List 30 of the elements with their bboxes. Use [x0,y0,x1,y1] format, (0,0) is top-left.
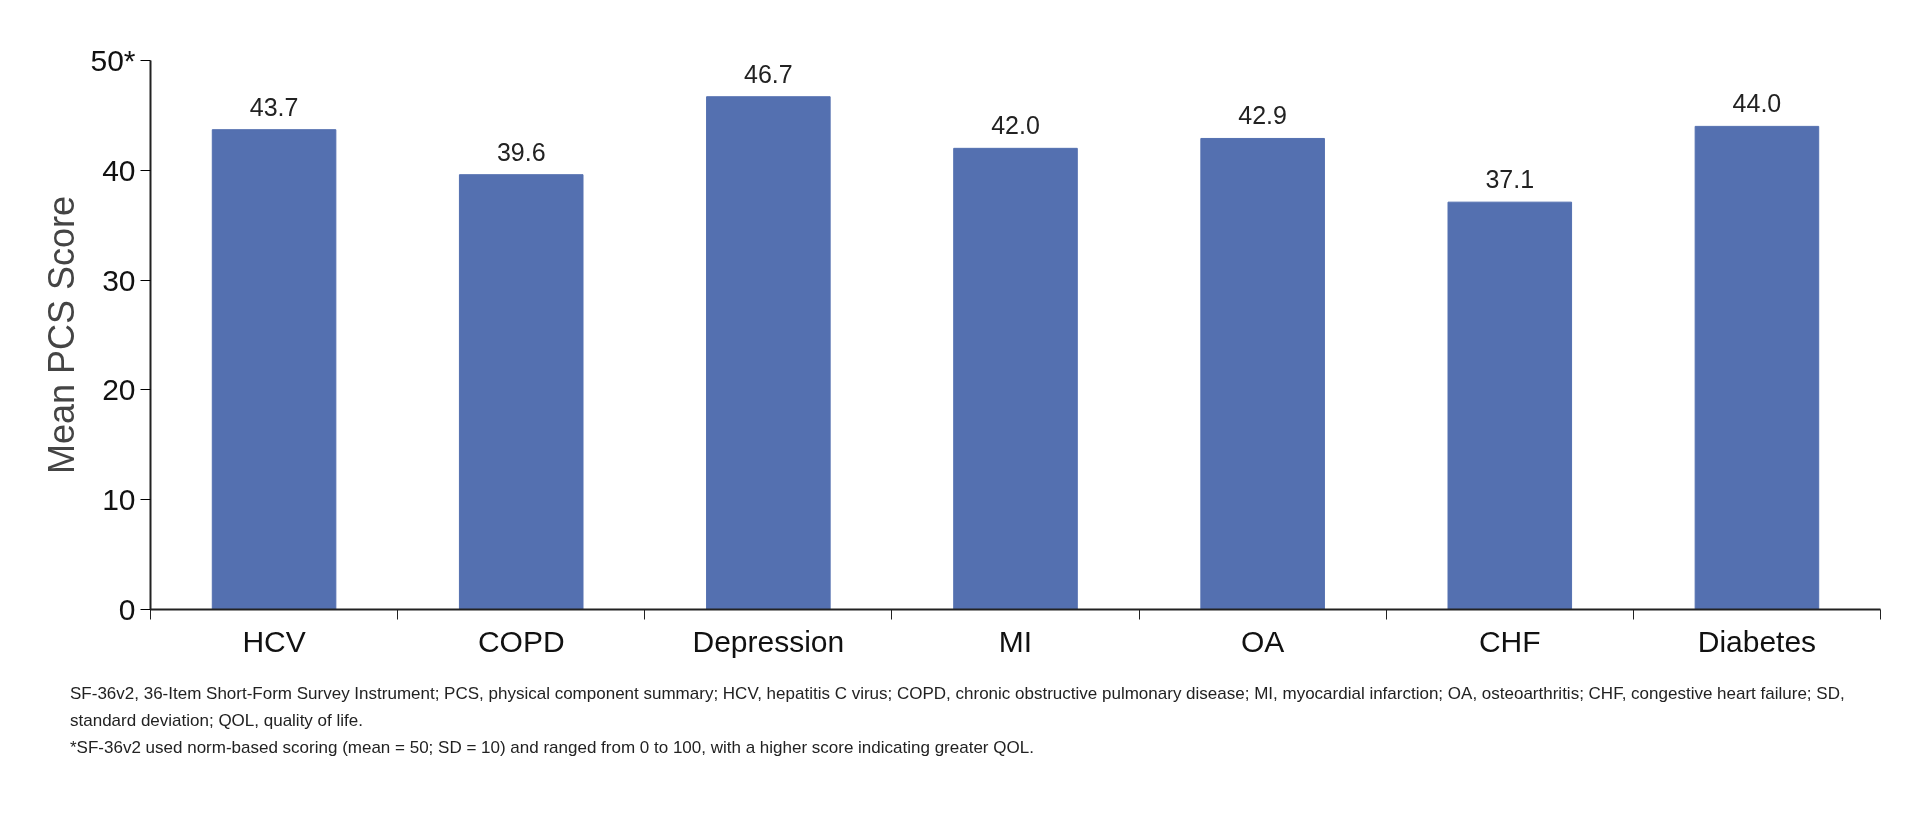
y-tick-label: 50* [90,44,136,77]
x-tick-label: OA [1240,624,1285,658]
bar [953,147,1078,610]
data-label: 46.7 [744,59,793,88]
bar [706,96,831,610]
y-axis-title: Mean PCS Score [41,195,83,475]
data-label: 42.0 [991,111,1040,140]
data-label: 43.7 [249,92,299,121]
bar [1694,125,1820,610]
data-label: 42.9 [1238,101,1287,130]
y-tick-label: 20 [102,373,136,407]
x-tick-label: CHF [1478,624,1541,658]
x-tick-label: MI [998,624,1033,658]
data-label: 39.6 [496,137,546,166]
y-tick-label: 30 [102,263,136,297]
y-tick-label: 0 [118,593,136,626]
x-tick-label: HCV [242,624,306,658]
data-label: 44.0 [1732,89,1782,118]
x-tick-label: COPD [477,624,565,658]
y-tick-label: 10 [102,483,136,517]
y-tick-label: 40 [102,153,136,187]
x-tick-label: Diabetes [1697,624,1817,658]
data-label: 37.1 [1485,165,1535,194]
text: SF-36v2, 36-Item Short-Form Survey Instrument; PCS, physical component summary; HCV, hepatitis C virus; COPD, chronic obstructive pulmonary disease; MI, myocardial infarction; OA, osteoarthritis; CHF, congestive heart failure; SD, standard deviation; QOL, quality of life. [70,683,1846,733]
bar [1447,201,1573,610]
bar [1200,137,1325,610]
bar [211,129,337,610]
bar [458,174,584,610]
text: *SF-36v2 used norm-based scoring (mean = 50; SD = 10) and ranged from 0 to 100, with a higher score indicating greater QOL. [70,737,1035,760]
x-tick-label: Depression [692,624,845,658]
